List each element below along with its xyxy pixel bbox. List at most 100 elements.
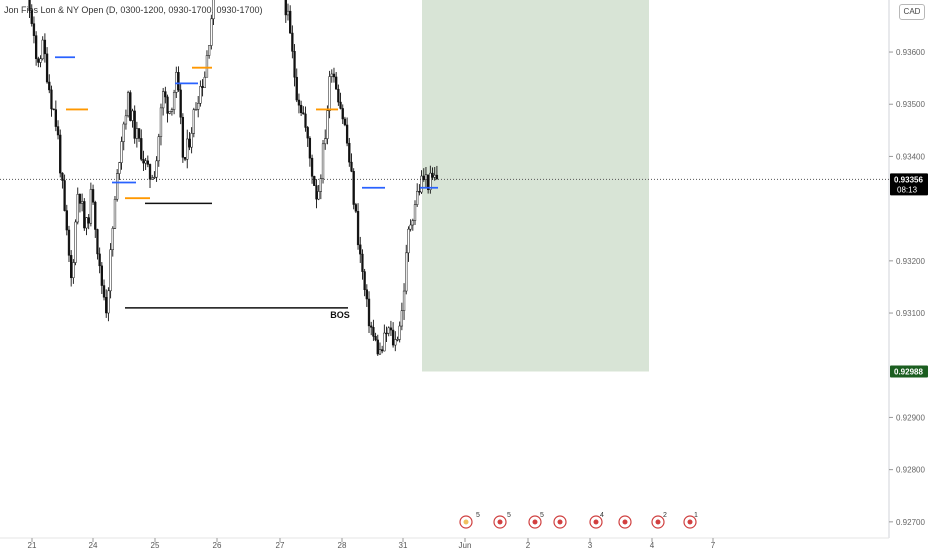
candle-body: [39, 58, 42, 63]
candle-body: [170, 109, 174, 112]
candle-body: [317, 191, 320, 200]
x-tick-label: 24: [89, 541, 98, 550]
event-flag-dot: [532, 519, 538, 525]
candle-body: [328, 76, 331, 112]
candle-body: [398, 325, 401, 340]
candle-body: [429, 172, 432, 190]
candle-body: [122, 123, 125, 142]
candle-body: [107, 290, 110, 314]
candle-body: [381, 349, 384, 352]
candle-body: [324, 138, 327, 145]
candle-body: [151, 177, 154, 180]
x-tick-label: 7: [711, 541, 716, 550]
candle-body: [98, 253, 101, 267]
candle-body: [361, 253, 364, 272]
candle-body: [192, 109, 195, 134]
candle-body: [310, 157, 314, 177]
candle-body: [146, 160, 149, 165]
candle-body: [297, 99, 301, 106]
event-count-label: 5: [540, 512, 544, 519]
candle-body: [207, 45, 211, 56]
candle-body: [148, 164, 152, 180]
candle-body: [87, 217, 90, 224]
candle-body: [65, 210, 68, 231]
candle-body: [359, 244, 362, 255]
candle-body: [188, 138, 191, 148]
candle-body: [120, 141, 123, 163]
y-tick-label: 0.93200: [896, 257, 925, 266]
y-tick-label: 0.92700: [896, 518, 925, 527]
candle-body: [162, 91, 165, 109]
candle-body: [348, 142, 351, 163]
candle-body: [67, 229, 71, 256]
candle-body: [326, 110, 329, 139]
event-count-label: 2: [663, 512, 667, 519]
candle-body: [50, 89, 53, 110]
candle-body: [144, 160, 147, 164]
candle-body: [391, 329, 395, 346]
candle-body: [205, 55, 209, 78]
candle-body: [418, 191, 421, 193]
event-flag-dot: [593, 519, 599, 525]
candle-body: [179, 89, 182, 118]
candle-body: [168, 111, 171, 114]
candle-body: [80, 201, 84, 204]
candle-body: [330, 73, 333, 77]
candle-body: [203, 76, 206, 88]
candle-body: [212, 0, 215, 20]
y-tick-label: 0.92900: [896, 413, 925, 422]
candle-body: [378, 349, 382, 355]
bos-label: BOS: [330, 310, 350, 320]
candle-body: [306, 127, 309, 139]
x-tick-label: 27: [276, 541, 285, 550]
candle-body: [407, 228, 410, 254]
event-flag-dot: [497, 519, 503, 525]
candle-body: [76, 194, 79, 223]
candle-body: [424, 174, 428, 180]
candle-body: [30, 10, 33, 24]
x-tick-label: 28: [338, 541, 347, 550]
price-label-text: 0.93356: [894, 175, 923, 184]
event-count-label: 5: [476, 512, 480, 519]
candle-body: [370, 325, 373, 328]
candle-body: [190, 133, 193, 148]
candle-body: [34, 35, 38, 59]
candle-body: [177, 72, 180, 91]
price-label-text: 0.92988: [894, 368, 923, 377]
candle-body: [426, 174, 430, 190]
candle-body: [59, 134, 62, 174]
candle-body: [131, 110, 134, 121]
countdown-label: 08:13: [897, 185, 918, 194]
x-tick-label: 25: [151, 541, 160, 550]
candle-body: [363, 271, 366, 290]
candle-body: [389, 327, 393, 331]
reward-zone: [422, 0, 649, 372]
x-tick-label: Jun: [459, 541, 472, 550]
candle-body: [96, 229, 99, 255]
x-tick-label: 31: [399, 541, 408, 550]
candle-body: [102, 285, 106, 298]
candle-body: [341, 108, 344, 120]
candle-body: [374, 336, 377, 341]
candle-body: [175, 72, 178, 93]
event-count-label: 5: [507, 512, 511, 519]
candle-body: [313, 176, 316, 186]
candle-body: [304, 113, 307, 128]
candle-body: [54, 109, 57, 127]
event-flag-dot: [622, 519, 628, 525]
candle-body: [172, 92, 176, 110]
price-label-bg: [890, 365, 928, 378]
currency-badge[interactable]: CAD: [899, 4, 925, 20]
candles: [28, 0, 439, 356]
event-flag-dot: [655, 519, 661, 525]
candle-body: [289, 10, 292, 34]
y-tick-label: 0.93400: [896, 152, 925, 161]
candle-body: [37, 58, 40, 63]
candle-body: [52, 108, 55, 110]
candle-body: [85, 217, 88, 229]
candle-body: [321, 143, 325, 179]
candle-body: [89, 189, 93, 224]
candle-body: [116, 173, 119, 200]
candle-body: [291, 32, 294, 52]
